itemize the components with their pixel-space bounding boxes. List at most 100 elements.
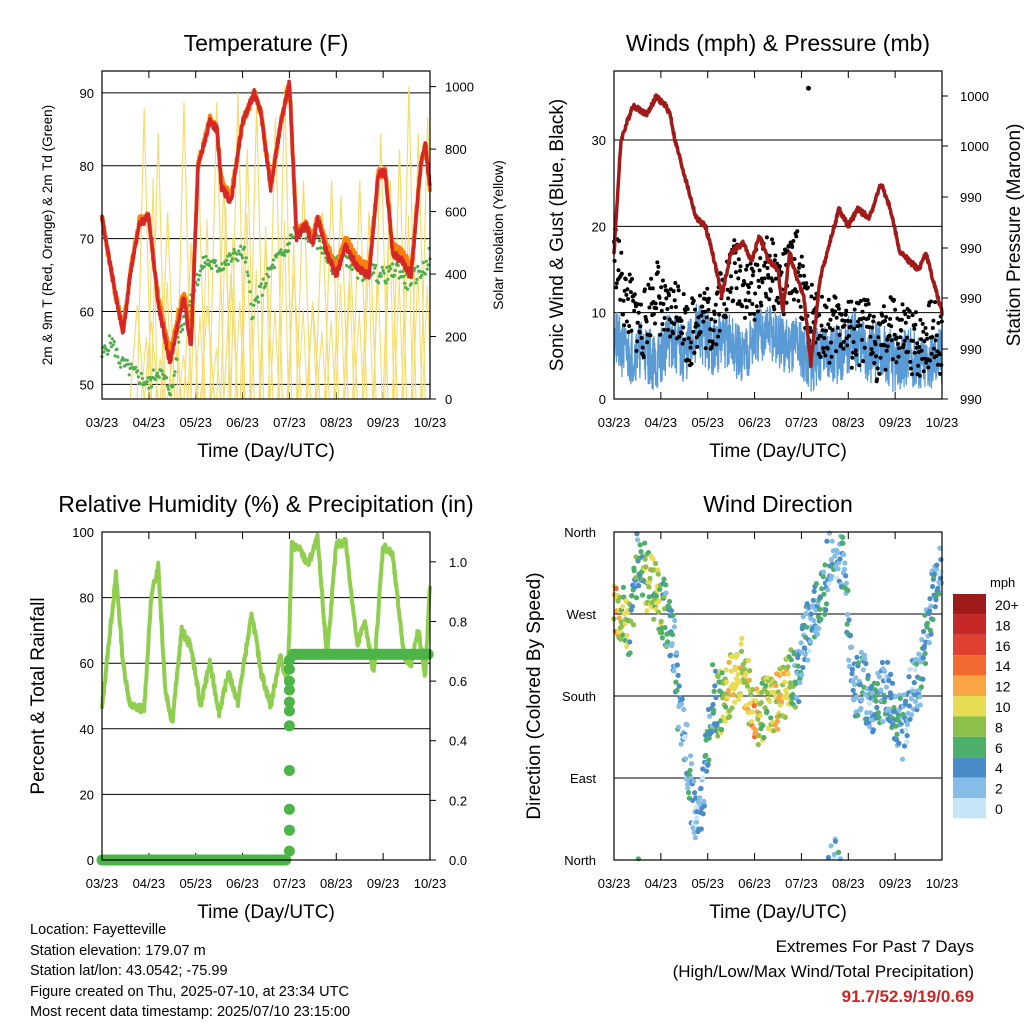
- direction-point: [906, 674, 912, 680]
- direction-point: [792, 704, 799, 710]
- gust-point: [827, 360, 832, 365]
- dewpoint-point: [240, 253, 244, 257]
- gust-point: [702, 291, 707, 296]
- direction-point: [932, 604, 938, 610]
- gust-point: [802, 273, 807, 278]
- plot-frame: [101, 531, 431, 861]
- direction-point: [852, 681, 858, 688]
- gust-point: [746, 290, 751, 295]
- dewpoint-point: [291, 235, 295, 239]
- direction-point: [864, 716, 870, 722]
- dewpoint-point: [283, 253, 287, 257]
- dewpoint-point: [235, 252, 239, 256]
- gust-point: [676, 284, 681, 289]
- direction-point: [854, 654, 860, 660]
- direction-point: [828, 557, 835, 563]
- gust-point: [877, 371, 882, 376]
- direction-point: [644, 608, 650, 614]
- direction-point: [857, 682, 863, 688]
- direction-point: [732, 699, 738, 705]
- dewpoint-point: [245, 270, 249, 274]
- direction-point: [819, 586, 825, 592]
- gust-point: [734, 286, 739, 291]
- gust-point: [842, 323, 847, 328]
- gust-point: [933, 300, 938, 305]
- gust-point: [839, 312, 844, 317]
- extremes-box: Extremes For Past 7 Days (High/Low/Max W…: [673, 934, 974, 1009]
- dewpoint-point: [195, 272, 199, 276]
- colorbar-label: 6: [995, 740, 1003, 756]
- direction-point: [706, 735, 712, 741]
- gust-point: [762, 263, 767, 268]
- dewpoint-point: [265, 272, 269, 276]
- gust-point: [662, 316, 667, 320]
- direction-point: [676, 683, 682, 689]
- direction-point: [780, 664, 787, 670]
- direction-point: [735, 671, 741, 678]
- direction-point: [796, 699, 802, 705]
- gust-point: [875, 377, 880, 382]
- gust-point: [929, 351, 934, 356]
- x-tick-label: 08/23: [832, 415, 865, 430]
- y-tick-label: 0: [599, 392, 606, 407]
- direction-point: [785, 664, 791, 670]
- gust-point: [920, 356, 925, 361]
- direction-point: [853, 675, 859, 681]
- direction-point: [793, 681, 799, 687]
- direction-point: [903, 698, 909, 704]
- direction-point: [823, 607, 829, 613]
- gust-point: [716, 334, 720, 339]
- solar-peak: [147, 177, 158, 399]
- direction-point: [832, 553, 838, 559]
- gust-point: [708, 327, 713, 332]
- gust-point: [919, 348, 924, 353]
- gust-point: [671, 331, 675, 336]
- dewpoint-point: [111, 343, 115, 347]
- direction-point: [656, 609, 662, 615]
- dewpoint-point: [239, 244, 243, 248]
- solar-peak: [295, 180, 312, 399]
- precip-point: [283, 765, 295, 776]
- dewpoint-point: [140, 376, 144, 381]
- dewpoint-point: [271, 263, 275, 267]
- gust-point: [777, 264, 782, 269]
- direction-point: [876, 714, 882, 721]
- gust-point: [757, 284, 762, 289]
- gust-point: [634, 348, 639, 353]
- direction-point: [670, 612, 676, 619]
- dewpoint-point: [125, 358, 129, 362]
- gust-point: [709, 317, 714, 322]
- solar-peak: [361, 211, 377, 399]
- direction-point: [659, 630, 665, 636]
- gust-point: [898, 335, 903, 340]
- dewpoint-point: [260, 293, 264, 297]
- dewpoint-point: [416, 264, 420, 268]
- x-tick-label: 04/23: [645, 415, 678, 430]
- direction-point: [657, 586, 663, 592]
- solar-peak: [316, 332, 327, 399]
- dewpoint-point: [403, 281, 407, 285]
- colorbar-swatch: [953, 736, 986, 758]
- direction-point: [687, 767, 693, 774]
- gust-point: [806, 285, 810, 290]
- gust-point: [826, 322, 831, 327]
- dewpoint-point: [243, 260, 247, 264]
- gust-point: [881, 304, 886, 309]
- gust-point: [842, 339, 846, 344]
- direction-point: [882, 695, 888, 701]
- gust-point: [866, 316, 871, 321]
- dewpoint-point: [126, 362, 130, 366]
- dewpoint-point: [320, 251, 324, 255]
- gust-point: [749, 281, 754, 285]
- direction-point: [678, 701, 685, 707]
- y2-tick-label: 0.8: [449, 614, 467, 629]
- dewpoint-point: [176, 335, 180, 339]
- gust-point: [688, 345, 693, 350]
- y2-tick-label: 1000: [445, 80, 474, 95]
- gust-point: [632, 292, 637, 297]
- gust-point: [919, 337, 923, 342]
- dewpoint-point: [220, 262, 224, 266]
- gust-point: [700, 304, 705, 309]
- dewpoint-point: [153, 377, 157, 381]
